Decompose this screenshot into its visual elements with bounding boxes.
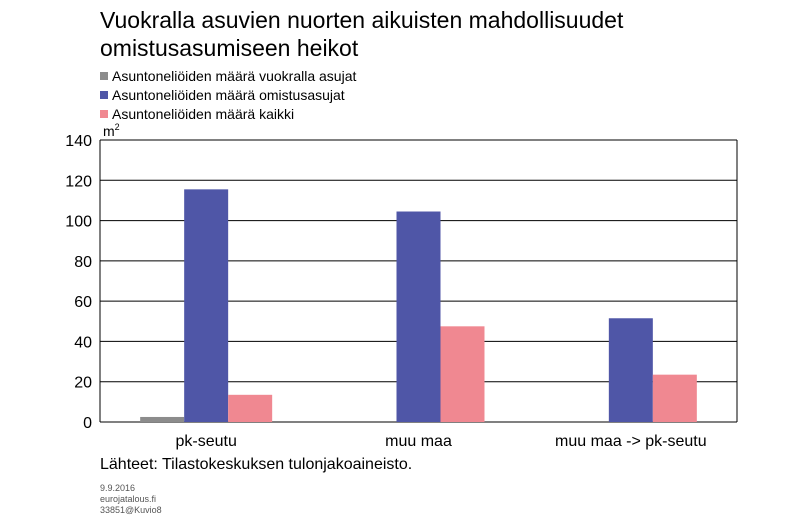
y-tick-label: 60 <box>74 294 92 311</box>
y-tick-label: 40 <box>74 334 92 351</box>
y-tick-label: 140 <box>65 133 92 150</box>
footer-date: 9.9.2016 <box>100 483 136 493</box>
bar <box>440 326 485 422</box>
footer: 9.9.2016 eurojatalous.fi 33851@Kuvio8 <box>100 483 162 516</box>
bar <box>652 374 697 422</box>
y-unit-label: m2 <box>103 122 120 139</box>
y-tick-label: 20 <box>74 375 92 392</box>
legend-label-vuokralla: Asuntoneliöiden määrä vuokralla asujat <box>112 67 357 84</box>
chart-title: Vuokralla asuvien nuorten aikuisten mahd… <box>100 7 624 61</box>
y-unit-base: m <box>103 123 115 139</box>
legend-item-kaikki: Asuntoneliöiden määrä kaikki <box>100 104 356 123</box>
legend: Asuntoneliöiden määrä vuokralla asujat A… <box>100 66 356 123</box>
x-tick-label: pk-seutu <box>175 433 236 450</box>
y-tick-label: 120 <box>65 173 92 190</box>
bar <box>184 189 229 422</box>
bar <box>396 211 441 422</box>
legend-swatch-omistus <box>100 90 108 99</box>
y-tick-label: 0 <box>83 415 92 432</box>
legend-item-vuokralla: Asuntoneliöiden määrä vuokralla asujat <box>100 66 356 85</box>
x-tick-label: muu maa -> pk-seutu <box>555 433 707 450</box>
legend-label-kaikki: Asuntoneliöiden määrä kaikki <box>112 105 295 122</box>
y-tick-label: 80 <box>74 254 92 271</box>
bar <box>608 318 653 422</box>
source-note: Lähteet: Tilastokeskuksen tulonjakoainei… <box>100 456 413 473</box>
legend-item-omistus: Asuntoneliöiden määrä omistusasujat <box>100 85 356 104</box>
footer-id: 33851@Kuvio8 <box>100 505 162 515</box>
y-tick-label: 100 <box>65 214 92 231</box>
x-tick-label: muu maa <box>385 433 452 450</box>
legend-swatch-vuokralla <box>100 71 108 80</box>
bar <box>228 394 273 422</box>
bar <box>140 416 185 422</box>
legend-swatch-kaikki <box>100 109 108 118</box>
legend-label-omistus: Asuntoneliöiden määrä omistusasujat <box>112 86 345 103</box>
footer-site: eurojatalous.fi <box>100 494 157 504</box>
y-unit-superscript: 2 <box>114 122 120 132</box>
